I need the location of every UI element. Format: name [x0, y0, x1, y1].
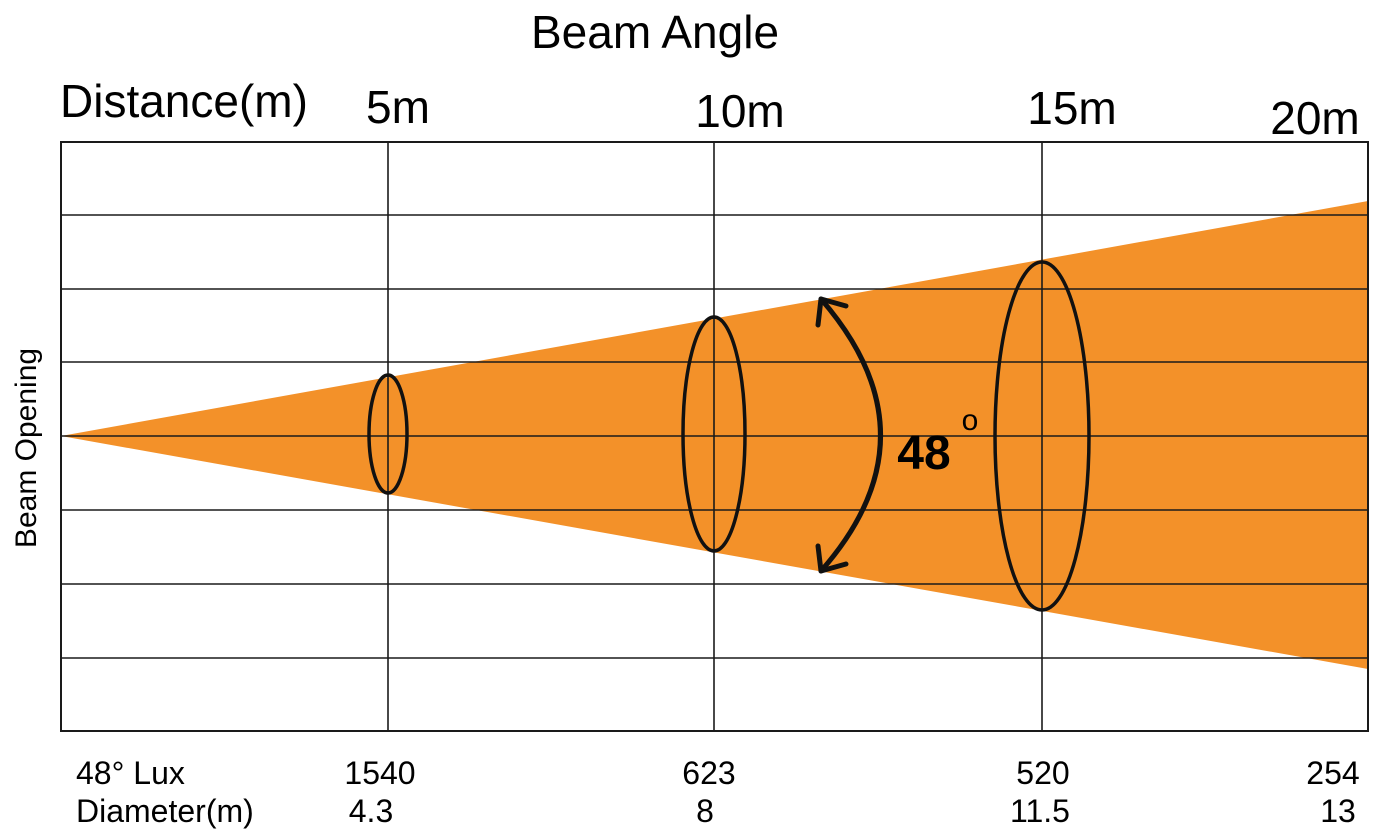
arrow-head-top-icon — [815, 296, 849, 328]
diagram-title: Beam Angle — [531, 6, 779, 58]
beam-ellipse-15m — [993, 260, 1091, 612]
degree-symbol: o — [962, 404, 979, 437]
angle-arc — [818, 296, 883, 574]
lux-value-10m: 623 — [682, 755, 735, 791]
beam-angle-value: 48 — [897, 427, 950, 480]
distance-header-5m: 5m — [366, 81, 430, 133]
arrow-head-bottom-icon — [815, 543, 849, 574]
lux-row-label: 48° Lux — [76, 755, 185, 791]
distance-label: Distance(m) — [60, 75, 308, 127]
beam-ellipses — [367, 260, 1091, 612]
diameter-value-20m: 13 — [1320, 793, 1356, 829]
beam-ellipse-10m — [681, 315, 747, 553]
distance-header-15m: 15m — [1027, 82, 1116, 134]
distance-header-10m: 10m — [695, 85, 784, 137]
grid-border — [60, 141, 1369, 732]
diameter-value-15m: 11.5 — [1010, 793, 1070, 829]
angle-arc-arrow — [815, 296, 883, 574]
lux-value-15m: 520 — [1016, 755, 1069, 791]
lux-value-5m: 1540 — [344, 755, 415, 791]
lux-value-20m: 254 — [1306, 755, 1359, 791]
distance-header-20m: 20m — [1270, 92, 1359, 144]
beam-ellipse-5m — [367, 373, 409, 495]
y-axis-label: Beam Opening — [10, 348, 43, 548]
diameter-value-5m: 4.3 — [349, 793, 393, 829]
diameter-row-label: Diameter(m) — [76, 793, 254, 829]
grid — [60, 141, 1369, 732]
diameter-value-10m: 8 — [696, 793, 714, 829]
